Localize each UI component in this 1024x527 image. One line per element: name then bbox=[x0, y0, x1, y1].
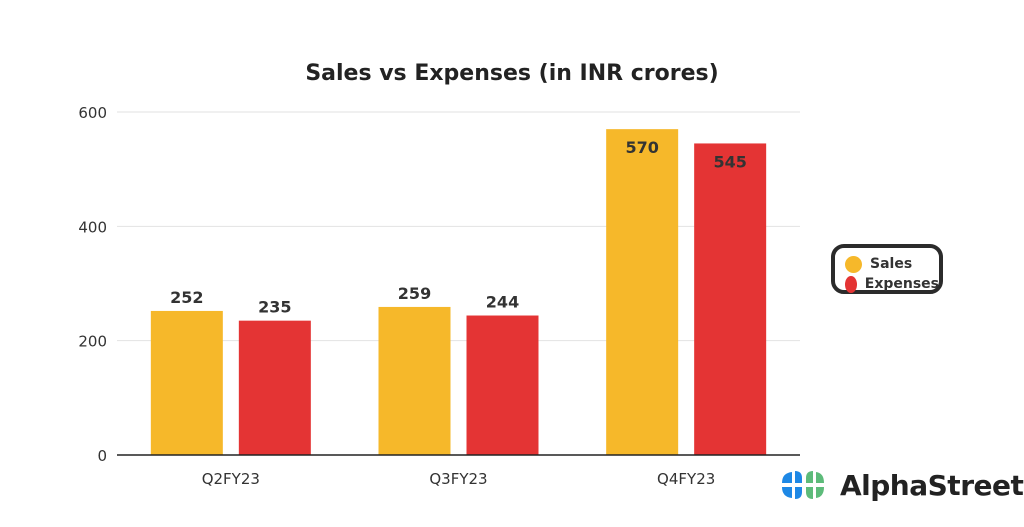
brand-name: AlphaStreet bbox=[840, 468, 1024, 502]
bar-sales bbox=[378, 306, 451, 455]
legend-item-expenses: Expenses bbox=[845, 274, 939, 294]
expenses-swatch bbox=[845, 275, 857, 293]
y-tick-label: 0 bbox=[97, 447, 107, 465]
y-tick-label: 400 bbox=[78, 218, 107, 236]
data-label: 235 bbox=[258, 298, 291, 317]
chart-title: Sales vs Expenses (in INR crores) bbox=[305, 61, 718, 86]
alphastreet-logo: AlphaStreet bbox=[780, 468, 1024, 502]
bar-expenses bbox=[694, 143, 767, 456]
bar-sales bbox=[606, 129, 679, 455]
legend-item-sales: Sales bbox=[845, 254, 939, 274]
legend: Sales Expenses bbox=[831, 244, 943, 294]
data-label: 570 bbox=[625, 138, 658, 157]
y-tick-label: 200 bbox=[78, 333, 107, 351]
data-label: 252 bbox=[170, 288, 203, 307]
x-tick-label: Q3FY23 bbox=[429, 470, 487, 488]
legend-label: Sales bbox=[870, 256, 913, 272]
logo-icon bbox=[782, 471, 824, 499]
x-tick-label: Q2FY23 bbox=[202, 470, 260, 488]
data-label: 259 bbox=[398, 284, 431, 303]
y-tick-label: 600 bbox=[78, 104, 107, 122]
data-label: 545 bbox=[713, 152, 746, 171]
legend-label: Expenses bbox=[864, 276, 939, 292]
bar-expenses bbox=[238, 320, 311, 455]
bar-expenses bbox=[466, 315, 539, 455]
bar-sales bbox=[150, 310, 223, 455]
sales-swatch bbox=[845, 255, 862, 273]
data-label: 244 bbox=[486, 293, 519, 312]
x-tick-label: Q4FY23 bbox=[657, 470, 715, 488]
